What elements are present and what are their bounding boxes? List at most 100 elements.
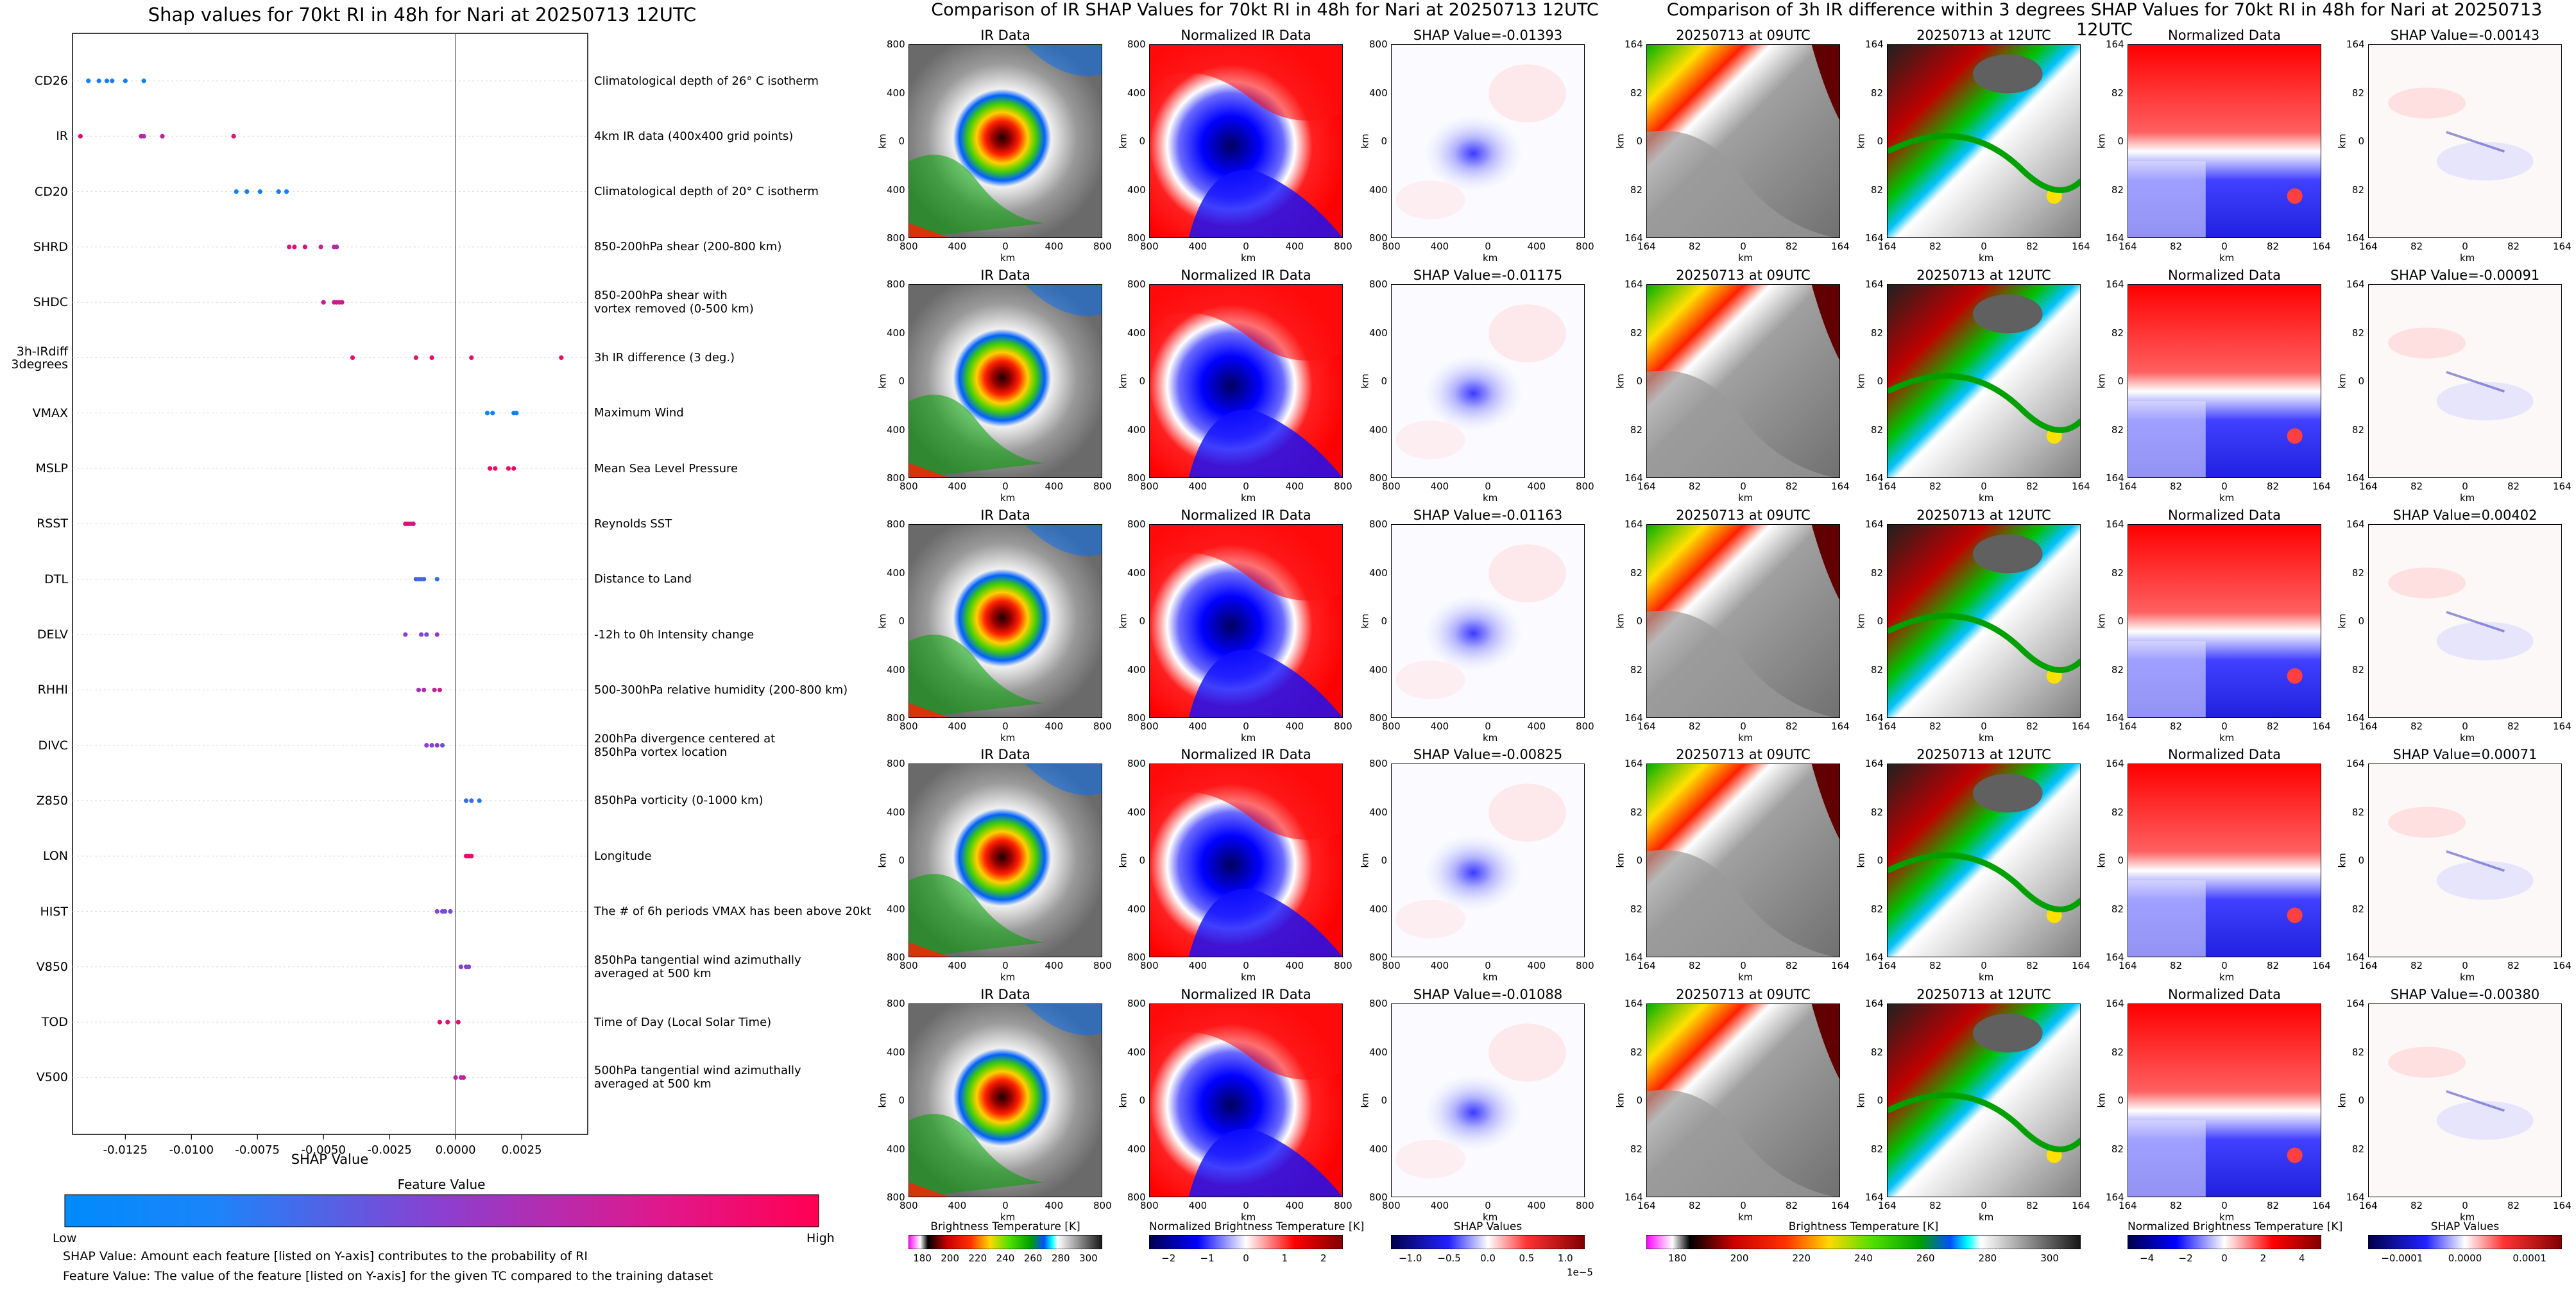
beeswarm-point: [123, 78, 128, 83]
x-tick-label: 0: [1981, 960, 1987, 971]
x-tick-label: 800: [900, 1200, 918, 1211]
y-axis-label: km: [1117, 373, 1129, 389]
normalized-ir-panel-title: Normalized IR Data: [1181, 508, 1311, 523]
y-tick-label: 0: [2117, 1095, 2124, 1106]
y-axis-label: km: [2095, 1093, 2108, 1108]
x-tick-label: 0: [1243, 481, 1249, 492]
y-tick-label: 82: [2111, 184, 2124, 196]
x-tick-label: 82: [2026, 1200, 2039, 1211]
ir-colorbar-tick: 280: [1051, 1252, 1070, 1264]
x-axis-label: km: [2219, 252, 2235, 264]
right-section-title: Comparison of 3h IR difference within 3 …: [1666, 0, 2543, 40]
y-tick-label: 400: [1369, 184, 1388, 196]
x-tick-label: 82: [2507, 721, 2520, 732]
ir-shap-panel: [1391, 44, 1585, 238]
x-tick-label: 164: [2553, 960, 2572, 971]
x-axis-label: km: [1738, 971, 1753, 983]
ir-colorbar-label: Brightness Temperature [K]: [930, 1220, 1080, 1233]
x-axis-label: km: [1979, 492, 1994, 504]
x-tick-label: 0: [1740, 481, 1746, 492]
middle-section-title: Comparison of IR SHAP Values for 70kt RI…: [931, 0, 1599, 20]
x-tick-label: 800: [1334, 721, 1352, 732]
y-tick-label: 400: [887, 184, 905, 196]
y-tick-label: 0: [898, 375, 905, 387]
y-tick-label: 0: [2117, 855, 2124, 866]
x-tick-label: 0: [1485, 241, 1491, 252]
normalized-ir-colorbar-tick: −1: [1200, 1252, 1215, 1264]
y-tick-label: 0: [2117, 135, 2124, 147]
beeswarm-point: [141, 78, 146, 83]
y-tick-label: 800: [1369, 952, 1388, 963]
x-tick-label: 800: [1334, 481, 1352, 492]
diff-shap-colorbar: [2368, 1235, 2562, 1249]
x-axis-label: km: [2219, 1211, 2235, 1223]
normalized-diff-panel-title: Normalized Data: [2168, 28, 2281, 43]
y-tick-label: 164: [1865, 232, 1884, 244]
x-axis-label: km: [1979, 252, 1994, 264]
x-axis-label: km: [2460, 1211, 2475, 1223]
beeswarm-point: [506, 466, 511, 471]
feature-value-colorbar-title: Feature Value: [398, 1177, 486, 1192]
y-tick-label: 400: [1369, 1143, 1388, 1155]
beeswarm-point: [284, 189, 289, 194]
y-tick-label: 164: [1865, 38, 1884, 50]
beeswarm-point: [469, 798, 474, 803]
normalized-ir-panel-title: Normalized IR Data: [1181, 268, 1311, 283]
y-tick-label: 164: [2346, 712, 2365, 724]
y-tick-label: 400: [887, 1143, 905, 1155]
normalized-ir-panel: [1149, 44, 1343, 238]
normalized-ir-panel: [1149, 764, 1343, 957]
x-tick-label: 0: [2462, 481, 2468, 492]
ir-data-panel: [908, 44, 1102, 238]
feature-name: SHRD: [33, 239, 68, 254]
y-tick-label: 400: [1369, 327, 1388, 339]
beeswarm-points: [78, 78, 564, 1080]
ir-09utc-panel: [1646, 284, 1840, 478]
x-tick-label: 82: [2026, 241, 2039, 252]
x-axis-label: km: [2460, 492, 2475, 504]
y-tick-label: 800: [1369, 278, 1388, 290]
x-axis-label: km: [1483, 971, 1498, 983]
y-tick-label: 0: [2117, 375, 2124, 387]
y-tick-label: 82: [2111, 663, 2124, 676]
diff-shap-panel-title: SHAP Value=0.00402: [2393, 508, 2538, 523]
y-tick-label: 164: [2106, 1191, 2124, 1203]
feature-description: 500-300hPa relative humidity (200-800 km…: [594, 683, 848, 697]
x-axis-label: km: [1483, 732, 1498, 744]
y-tick-label: 0: [1877, 855, 1883, 866]
x-tick-label: 82: [2026, 960, 2039, 971]
ir-colorbar-tick: 240: [996, 1252, 1015, 1264]
x-tick-label: 800: [1576, 721, 1594, 732]
y-tick-label: 400: [1127, 184, 1146, 196]
x-tick-label: 82: [1785, 481, 1798, 492]
x-tick-label: 82: [1688, 960, 1702, 971]
beeswarm-point: [439, 743, 445, 748]
x-tick-label: 0: [1740, 1200, 1746, 1211]
x-tick-label: 164: [2312, 721, 2331, 732]
x-axis-label: km: [1738, 252, 1753, 264]
ir-09utc-panel-title: 20250713 at 09UTC: [1676, 268, 1811, 283]
x-tick-label: 400: [948, 241, 967, 252]
y-tick-label: 82: [2111, 903, 2124, 915]
x-axis-label: km: [1738, 1211, 1753, 1223]
y-tick-label: 82: [1870, 1143, 1883, 1155]
normalized-ir-panel-title: Normalized IR Data: [1181, 747, 1311, 762]
y-tick-label: 0: [1636, 1095, 1642, 1106]
y-tick-label: 164: [1625, 952, 1643, 963]
diff-shap-colorbar-label: SHAP Values: [2430, 1220, 2500, 1233]
y-tick-label: 0: [1139, 135, 1145, 147]
feature-description: The # of 6h periods VMAX has been above …: [594, 905, 871, 918]
y-tick-label: 164: [1865, 952, 1884, 963]
normalized-diff-panel-title: Normalized Data: [2168, 268, 2281, 283]
beeswarm-point: [350, 355, 355, 361]
footer-feature-explanation: Feature Value: The value of the feature …: [63, 1269, 713, 1283]
x-tick-label: 0: [1485, 481, 1491, 492]
normalized-diff-panel-title: Normalized Data: [2168, 987, 2281, 1002]
feature-description: Reynolds SST: [594, 516, 672, 531]
y-tick-label: 400: [1369, 903, 1388, 915]
beeswarm-point: [445, 1020, 450, 1025]
ir-data-panel: [908, 764, 1102, 957]
x-tick-label: 400: [1430, 241, 1449, 252]
beeswarm-point: [477, 798, 482, 803]
y-tick-label: 0: [898, 135, 905, 147]
